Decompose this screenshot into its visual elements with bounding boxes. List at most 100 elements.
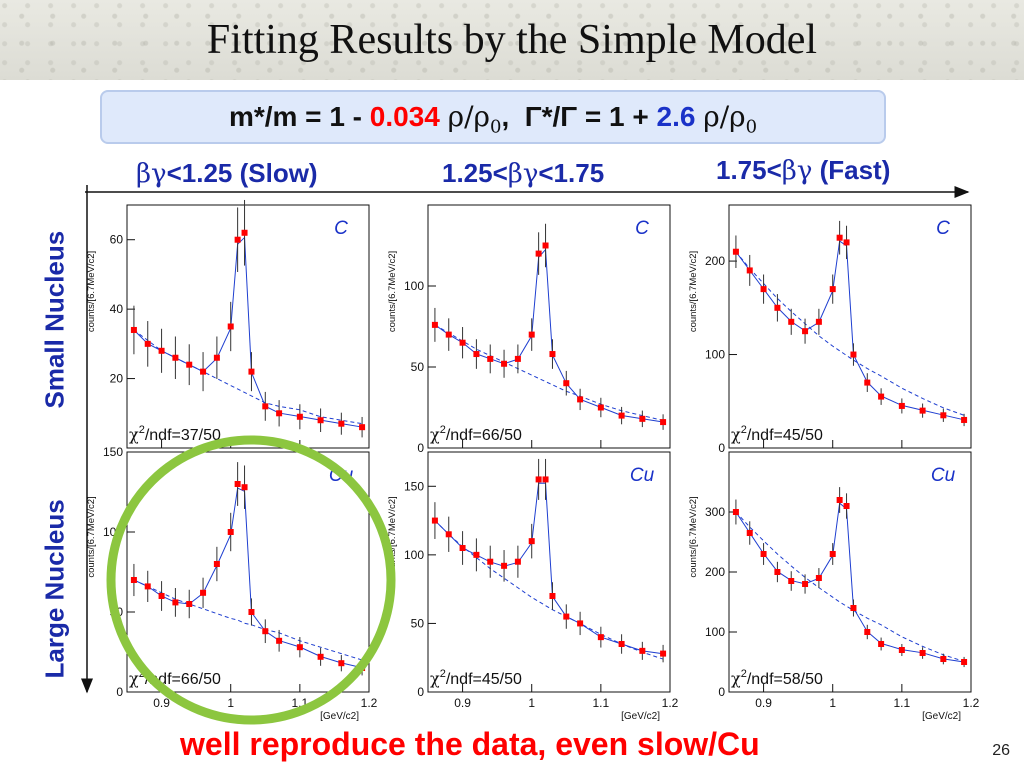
data-point [130, 577, 137, 583]
highlight-circle [106, 435, 396, 725]
y-tick-label: 0 [417, 441, 424, 455]
data-point [864, 629, 871, 635]
data-point [241, 229, 248, 236]
panel-frame [728, 451, 972, 693]
x-axis-label: [GeV/c2] [621, 711, 660, 722]
background-fit-curve [434, 520, 664, 660]
data-point [774, 569, 781, 575]
data-point [317, 417, 324, 424]
panel-2: 0 50 100 counts/[6.7MeV/c2] Cχ2/ndf=66/50 [387, 204, 671, 455]
column-label-fast: 1.75<βγ (Fast) [716, 155, 891, 186]
x-tick-label: 1.2 [361, 696, 378, 710]
data-point [618, 641, 625, 647]
data-point [878, 641, 885, 647]
title-bar [0, 0, 1024, 80]
page-number: 26 [992, 742, 1010, 759]
background-fit-curve [434, 324, 664, 421]
column-label-mid: 1.25<βγ<1.75 [442, 158, 605, 189]
data-point [130, 326, 137, 333]
data-point [473, 551, 480, 558]
data-point [850, 351, 857, 358]
y-axis-label: counts/[6.7MeV/c2] [688, 251, 699, 332]
y-tick-label: 0 [116, 685, 123, 699]
data-point [639, 647, 646, 654]
y-axis-label: counts/[6.7MeV/c2] [387, 496, 398, 577]
data-point [186, 601, 193, 607]
y-tick-label: 0 [718, 441, 725, 455]
data-point [815, 318, 822, 325]
data-point [186, 361, 193, 368]
data-point [276, 637, 283, 644]
data-point [514, 558, 521, 565]
data-point [248, 609, 255, 615]
data-point [528, 331, 535, 338]
data-point [262, 403, 269, 410]
y-tick-label: 300 [705, 505, 725, 519]
column-label-slow: βγ<1.25 (Slow) [136, 158, 318, 189]
rho-ratio-2: ρ/ρ0 [703, 100, 758, 138]
data-point [639, 415, 646, 422]
data-point [487, 558, 494, 565]
data-point [898, 402, 905, 409]
data-point [528, 538, 535, 545]
data-point [618, 412, 625, 419]
x-tick-label: 1.1 [894, 696, 911, 710]
data-point [431, 321, 438, 328]
data-point [850, 605, 857, 611]
data-point [563, 380, 570, 387]
formula-width: Γ*/Γ = 1 + [524, 101, 657, 132]
formula-width-coef: 2.6 [656, 101, 696, 132]
data-point [296, 644, 303, 651]
data-point [836, 497, 843, 503]
y-tick-label: 40 [110, 302, 124, 316]
background-fit-curve [735, 251, 965, 416]
data-point [760, 286, 767, 293]
panel-1: 20 40 60 counts/[6.7MeV/c2] Cχ2/ndf=37/50 [86, 199, 370, 449]
data-point [549, 593, 556, 599]
slide-title: Fitting Results by the Simple Model [206, 17, 818, 63]
x-tick-label: 1.2 [662, 696, 679, 710]
x-tick-label: 1 [528, 696, 535, 710]
y-tick-label: 50 [411, 616, 425, 630]
data-point [459, 339, 466, 346]
data-point [501, 562, 508, 569]
data-point [338, 420, 345, 427]
target-label: Cu [630, 465, 655, 486]
data-point [836, 234, 843, 241]
data-point [542, 242, 549, 249]
y-axis-label: counts/[6.7MeV/c2] [688, 496, 699, 577]
x-tick-label: 0.9 [755, 696, 772, 710]
data-point [213, 354, 220, 361]
data-point [843, 239, 850, 246]
data-point [829, 551, 836, 557]
conclusion-text: well reproduce the data, even slow/Cu [180, 726, 760, 762]
y-tick-label: 150 [404, 479, 424, 493]
data-point [535, 476, 542, 483]
x-axis-label: [GeV/c2] [320, 711, 359, 722]
data-point [774, 304, 781, 311]
data-point [746, 267, 753, 274]
data-point [732, 509, 739, 515]
data-point [227, 323, 234, 330]
y-tick-label: 100 [705, 625, 725, 639]
data-point [431, 517, 438, 524]
rho-ratio-1: ρ/ρ0 [447, 100, 502, 138]
data-point [234, 481, 241, 487]
data-point [788, 318, 795, 325]
chi2-label: χ2/ndf=45/50 [731, 424, 823, 444]
chi2-label: χ2/ndf=37/50 [129, 424, 221, 444]
data-point [864, 379, 871, 386]
data-point [746, 530, 753, 536]
data-point [878, 393, 885, 400]
target-label: C [635, 218, 649, 239]
data-point [542, 476, 549, 483]
data-point [940, 412, 947, 419]
data-point [276, 410, 283, 417]
panel-3: 0 100 200 counts/[6.7MeV/c2] Cχ2/ndf=45/50 [688, 204, 972, 455]
data-point [760, 551, 767, 557]
x-tick-label: 1 [227, 696, 234, 710]
data-point [829, 286, 836, 293]
data-point [898, 647, 905, 653]
